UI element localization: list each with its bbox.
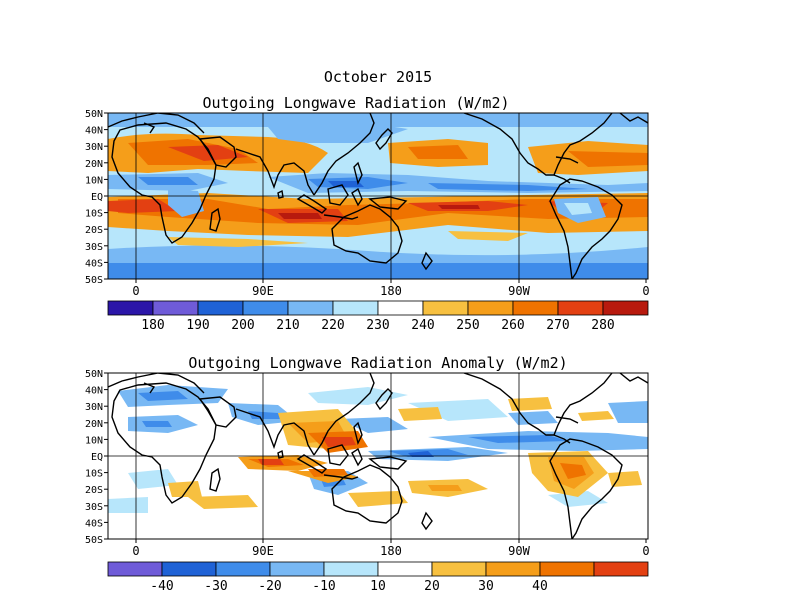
period-title: October 2015 xyxy=(324,68,432,86)
colorbar-swatch xyxy=(557,300,604,316)
lon-label: 180 xyxy=(380,544,402,558)
lat-label: 20S xyxy=(85,485,103,496)
latitude-labels: 50N 40N 30N 20N 10N EQ 10S 20S 30S 40S 50S xyxy=(85,109,108,286)
longitude-labels: 0 90E 180 90W 0 xyxy=(132,539,650,558)
longitude-labels: 0 90E 180 90W 0 xyxy=(132,279,650,298)
map-gridlines xyxy=(108,373,648,539)
lat-label: 50S xyxy=(85,535,103,546)
colorbar-swatch xyxy=(242,300,289,316)
colorbar-swatch xyxy=(107,561,163,577)
colorbar-label: 220 xyxy=(321,318,344,333)
colorbar-label: 230 xyxy=(366,318,389,333)
colorbar-swatch xyxy=(422,300,469,316)
lon-label: 0 xyxy=(132,284,139,298)
lat-label: 50N xyxy=(85,109,103,120)
lon-label: 180 xyxy=(380,284,402,298)
lat-label: 40S xyxy=(85,518,103,529)
lat-label: 20N xyxy=(85,419,103,430)
lat-label: 10N xyxy=(85,435,103,446)
colorbar-swatch xyxy=(332,300,379,316)
lat-label: 20N xyxy=(85,159,103,170)
colorbar-swatch xyxy=(593,561,649,577)
colorbar-label: -40 xyxy=(150,579,173,594)
lat-label: 30N xyxy=(85,402,103,413)
lon-label: 0 xyxy=(642,284,649,298)
colorbar-label: 200 xyxy=(231,318,254,333)
colorbar-label: -10 xyxy=(312,579,335,594)
colorbar-label: 270 xyxy=(546,318,569,333)
lon-label: 90E xyxy=(252,544,274,558)
lon-label: 90E xyxy=(252,284,274,298)
lat-label: 10N xyxy=(85,175,103,186)
colorbar-label: 180 xyxy=(141,318,164,333)
colorbar-swatch xyxy=(107,300,154,316)
lat-label: 50N xyxy=(85,369,103,380)
lat-label: 50S xyxy=(85,275,103,286)
colorbar-olr: 180 190 200 210 220 230 240 250 260 270 280 xyxy=(107,300,649,333)
colorbar-anomaly: -40 -30 -20 -10 10 20 30 40 xyxy=(107,561,649,594)
colorbar-swatch xyxy=(485,561,541,577)
colorbar-swatch xyxy=(377,561,433,577)
lat-label: 40N xyxy=(85,126,103,137)
lat-label: 20S xyxy=(85,225,103,236)
colorbar-label: 280 xyxy=(591,318,614,333)
colorbar-swatch xyxy=(215,561,271,577)
colorbar-swatch xyxy=(377,300,424,316)
lon-label: 90W xyxy=(508,544,530,558)
panel1-title: Outgoing Longwave Radiation (W/m2) xyxy=(202,94,509,112)
colorbar-swatch xyxy=(512,300,559,316)
colorbar-swatch xyxy=(161,561,217,577)
panel-anomaly-map: 50N 40N 30N 20N 10N EQ 10S 20S 30S 40S 50S 0 90E 180… xyxy=(85,369,650,558)
colorbar-label: 40 xyxy=(532,579,548,594)
colorbar-swatch xyxy=(539,561,595,577)
lat-label: 40S xyxy=(85,258,103,269)
lon-label: 0 xyxy=(132,544,139,558)
colorbar-swatch xyxy=(152,300,199,316)
lat-label: EQ xyxy=(91,452,103,463)
lat-label: 10S xyxy=(85,209,103,220)
lat-label: EQ xyxy=(91,192,103,203)
lat-label: 30N xyxy=(85,142,103,153)
colorbar-swatch xyxy=(323,561,379,577)
colorbar-label: 240 xyxy=(411,318,434,333)
colorbar-label: 20 xyxy=(424,579,440,594)
colorbar-label: 260 xyxy=(501,318,524,333)
lat-label: 40N xyxy=(85,386,103,397)
colorbar-label: 250 xyxy=(456,318,479,333)
panel2-title: Outgoing Longwave Radiation Anomaly (W/m… xyxy=(188,354,567,372)
lat-label: 10S xyxy=(85,469,103,480)
lat-label: 30S xyxy=(85,502,103,513)
lon-label: 0 xyxy=(642,544,649,558)
colorbar-swatch xyxy=(287,300,334,316)
lat-label: 30S xyxy=(85,242,103,253)
colorbar-swatch xyxy=(269,561,325,577)
colorbar-label: 210 xyxy=(276,318,299,333)
colorbar-label: -20 xyxy=(258,579,281,594)
colorbar-label: 30 xyxy=(478,579,494,594)
colorbar-swatch xyxy=(467,300,514,316)
colorbar-swatch xyxy=(431,561,487,577)
panel-olr-map: 50N 40N 30N 20N 10N EQ 10S 20S 30S 40S 50S 0 90E 180… xyxy=(85,109,650,298)
lon-label: 90W xyxy=(508,284,530,298)
colorbar-swatch xyxy=(197,300,244,316)
colorbar-label: 190 xyxy=(186,318,209,333)
colorbar-label: 10 xyxy=(370,579,386,594)
colorbar-swatch xyxy=(602,300,649,316)
latitude-labels: 50N 40N 30N 20N 10N EQ 10S 20S 30S 40S 50S xyxy=(85,369,108,546)
colorbar-label: -30 xyxy=(204,579,227,594)
map-gridlines xyxy=(108,113,648,279)
